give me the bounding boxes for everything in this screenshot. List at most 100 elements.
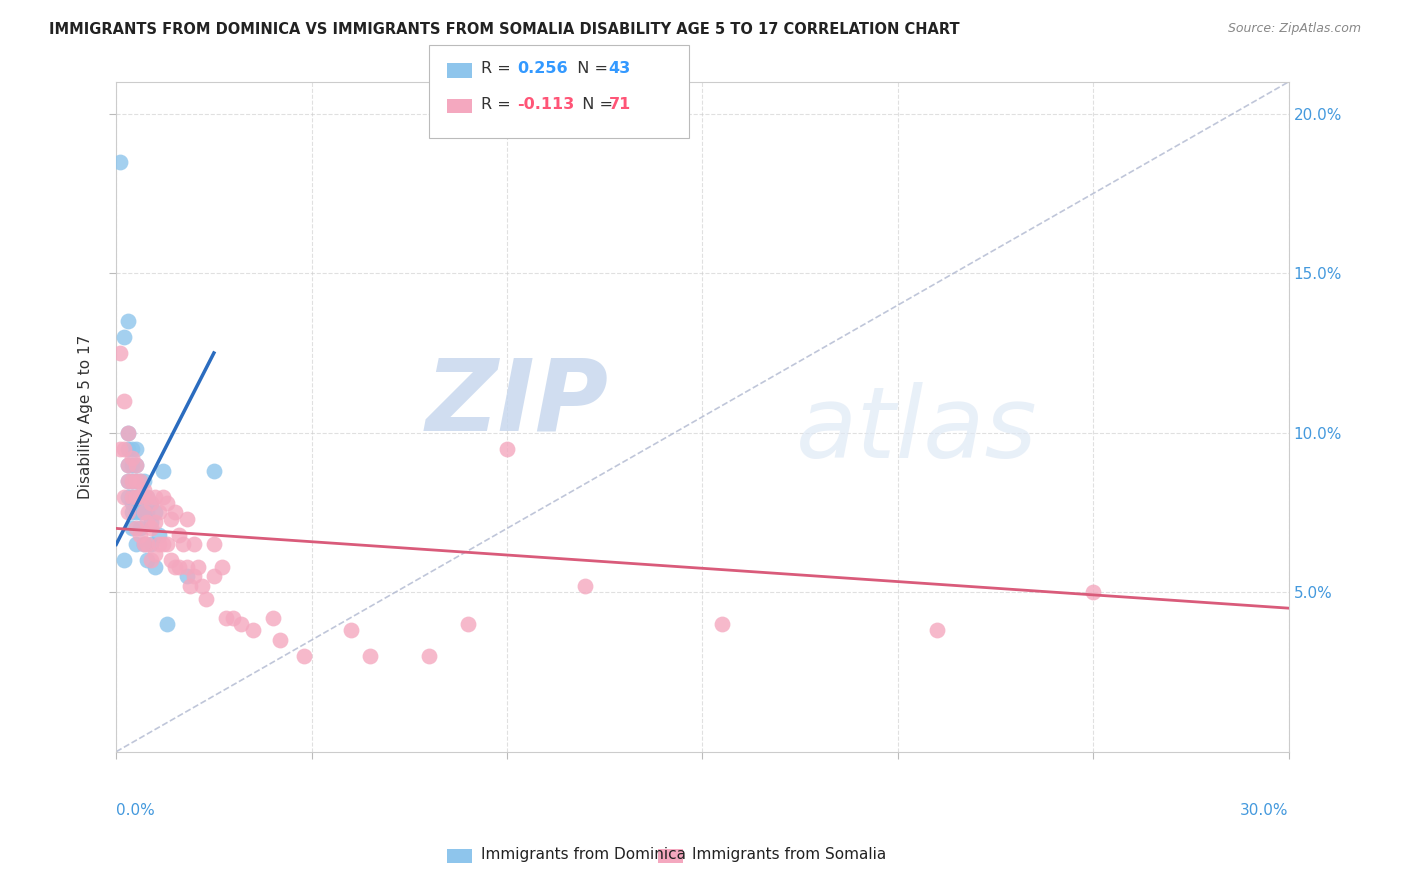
Point	[141, 515, 163, 529]
Point	[152, 537, 174, 551]
Point	[163, 506, 186, 520]
Point	[136, 515, 159, 529]
Point	[117, 314, 139, 328]
Point	[117, 442, 139, 456]
Y-axis label: Disability Age 5 to 17: Disability Age 5 to 17	[79, 334, 93, 499]
Point	[132, 537, 155, 551]
Point	[117, 506, 139, 520]
Point	[108, 346, 131, 360]
Point	[117, 425, 139, 440]
Point	[108, 442, 131, 456]
Point	[112, 490, 135, 504]
Point	[167, 528, 190, 542]
Point	[222, 611, 245, 625]
Point	[172, 537, 194, 551]
Point	[202, 464, 225, 478]
Point	[117, 458, 139, 472]
Point	[160, 553, 183, 567]
Point	[925, 624, 948, 638]
Point	[496, 442, 519, 456]
Point	[121, 474, 143, 488]
Point	[125, 442, 148, 456]
Text: -0.113: -0.113	[517, 97, 575, 112]
Point	[125, 506, 148, 520]
Point	[183, 569, 205, 583]
Point	[112, 393, 135, 408]
Point	[141, 537, 163, 551]
Point	[152, 490, 174, 504]
Text: N =: N =	[572, 97, 619, 112]
Point	[132, 490, 155, 504]
Text: R =: R =	[481, 97, 516, 112]
Point	[231, 617, 253, 632]
Text: 43: 43	[609, 62, 631, 76]
Point	[132, 537, 155, 551]
Point	[418, 648, 440, 663]
Point	[214, 611, 236, 625]
Point	[262, 611, 284, 625]
Text: Immigrants from Somalia: Immigrants from Somalia	[692, 847, 886, 862]
Text: N =: N =	[567, 62, 613, 76]
Point	[202, 537, 225, 551]
Point	[141, 496, 163, 510]
Text: 71: 71	[609, 97, 631, 112]
Text: R =: R =	[481, 62, 516, 76]
Point	[202, 569, 225, 583]
Point	[117, 474, 139, 488]
Point	[187, 559, 209, 574]
Point	[141, 521, 163, 535]
Point	[211, 559, 233, 574]
Point	[125, 474, 148, 488]
Point	[121, 458, 143, 472]
Text: 0.256: 0.256	[517, 62, 568, 76]
Point	[132, 474, 155, 488]
Point	[117, 490, 139, 504]
Text: 0.0%: 0.0%	[117, 803, 155, 818]
Point	[112, 553, 135, 567]
Point	[128, 490, 150, 504]
Point	[128, 474, 150, 488]
Point	[163, 559, 186, 574]
Point	[269, 633, 291, 648]
Point	[128, 521, 150, 535]
Point	[128, 474, 150, 488]
Point	[141, 496, 163, 510]
Point	[108, 154, 131, 169]
Point	[143, 490, 166, 504]
Point	[132, 483, 155, 497]
Point	[121, 474, 143, 488]
Text: IMMIGRANTS FROM DOMINICA VS IMMIGRANTS FROM SOMALIA DISABILITY AGE 5 TO 17 CORRE: IMMIGRANTS FROM DOMINICA VS IMMIGRANTS F…	[49, 22, 960, 37]
Point	[125, 521, 148, 535]
Point	[125, 490, 148, 504]
Point	[148, 506, 170, 520]
Text: 30.0%: 30.0%	[1240, 803, 1288, 818]
Point	[117, 474, 139, 488]
Point	[156, 617, 179, 632]
Text: atlas: atlas	[796, 382, 1038, 479]
Point	[125, 458, 148, 472]
Point	[117, 458, 139, 472]
Point	[136, 537, 159, 551]
Point	[143, 515, 166, 529]
Point	[183, 537, 205, 551]
Point	[160, 512, 183, 526]
Point	[148, 528, 170, 542]
Point	[179, 579, 201, 593]
Text: Source: ZipAtlas.com: Source: ZipAtlas.com	[1227, 22, 1361, 36]
Point	[167, 559, 190, 574]
Text: Immigrants from Dominica: Immigrants from Dominica	[481, 847, 686, 862]
Point	[156, 537, 179, 551]
Point	[121, 490, 143, 504]
Point	[121, 521, 143, 535]
Point	[121, 506, 143, 520]
Point	[132, 506, 155, 520]
Point	[574, 579, 596, 593]
Point	[143, 547, 166, 561]
Point	[121, 442, 143, 456]
Point	[112, 330, 135, 344]
Point	[112, 442, 135, 456]
Point	[191, 579, 214, 593]
Point	[710, 617, 733, 632]
Point	[132, 506, 155, 520]
Point	[148, 537, 170, 551]
